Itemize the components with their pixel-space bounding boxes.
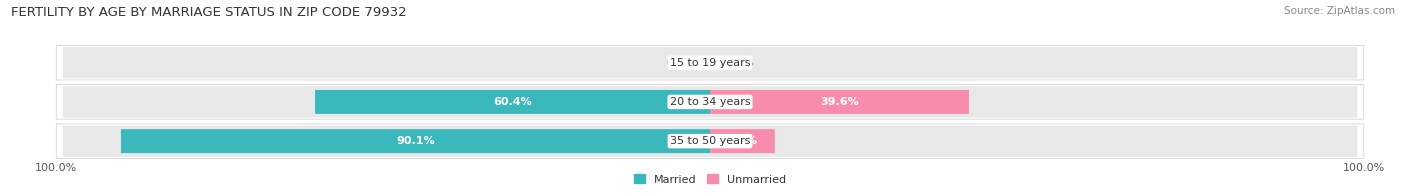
Text: FERTILITY BY AGE BY MARRIAGE STATUS IN ZIP CODE 79932: FERTILITY BY AGE BY MARRIAGE STATUS IN Z… <box>11 6 406 19</box>
FancyBboxPatch shape <box>56 85 1364 119</box>
FancyBboxPatch shape <box>56 124 1364 158</box>
FancyBboxPatch shape <box>63 47 1357 78</box>
Text: 0.0%: 0.0% <box>723 58 754 68</box>
FancyBboxPatch shape <box>56 45 1364 80</box>
Text: 15 to 19 years: 15 to 19 years <box>669 58 751 68</box>
Text: 90.1%: 90.1% <box>396 136 434 146</box>
Text: Source: ZipAtlas.com: Source: ZipAtlas.com <box>1284 6 1395 16</box>
Text: 39.6%: 39.6% <box>820 97 859 107</box>
FancyBboxPatch shape <box>63 125 1357 157</box>
Legend: Married, Unmarried: Married, Unmarried <box>634 174 786 185</box>
Text: 20 to 34 years: 20 to 34 years <box>669 97 751 107</box>
FancyBboxPatch shape <box>710 90 969 114</box>
FancyBboxPatch shape <box>710 129 775 153</box>
FancyBboxPatch shape <box>315 90 710 114</box>
Text: 60.4%: 60.4% <box>494 97 531 107</box>
Text: 35 to 50 years: 35 to 50 years <box>669 136 751 146</box>
FancyBboxPatch shape <box>121 129 710 153</box>
Text: 9.9%: 9.9% <box>727 136 758 146</box>
Text: 0.0%: 0.0% <box>666 58 697 68</box>
FancyBboxPatch shape <box>63 86 1357 118</box>
